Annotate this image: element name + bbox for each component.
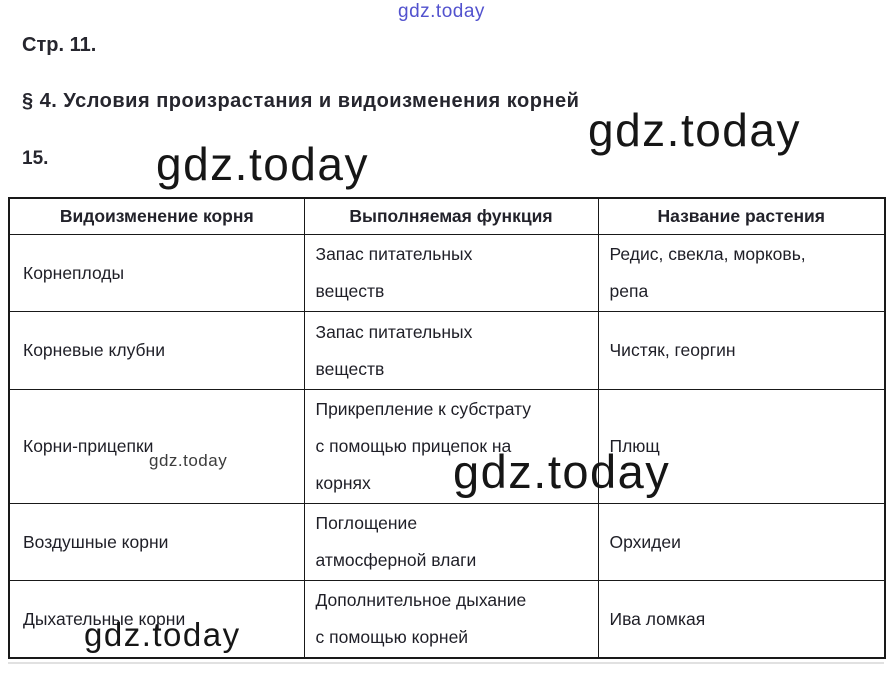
cell-modification: Корнеплоды [23, 262, 125, 283]
table-row: Корни-прицепки Прикрепление к субстрату … [8, 389, 886, 504]
gdz-watermark-large-right: gdz.today [588, 104, 801, 156]
page-number-heading: Стр. 11. [22, 34, 97, 56]
cell-modification: Корневые клубни [23, 340, 165, 360]
cell-plants: Плющ [609, 436, 660, 456]
cell-function: Дополнительное дыхание с помощью корней [315, 590, 527, 647]
cell-plants: Ива ломкая [609, 608, 706, 629]
root-modifications-table: Видоизменение корня Выполняемая функция … [8, 197, 886, 659]
exercise-number: 15. [22, 148, 49, 169]
column-header-function: Выполняемая функция [303, 197, 599, 235]
table-scan-shadow [8, 662, 884, 664]
table-row: Дыхательные корни Дополнительное дыхание… [8, 580, 886, 659]
table-header-row: Видоизменение корня Выполняемая функция … [8, 197, 886, 235]
cell-plants: Чистяк, георгин [609, 340, 736, 360]
table-row: Воздушные корни Поглощение атмосферной в… [8, 503, 886, 581]
cell-modification: Корни-прицепки [23, 436, 154, 456]
gdz-watermark-top: gdz.today [398, 1, 485, 22]
gdz-watermark-large-center: gdz.today [156, 138, 369, 190]
table-row: Корневые клубни Запас питательных вещест… [8, 311, 886, 390]
cell-plants: Орхидеи [609, 531, 681, 552]
cell-function: Поглощение атмосферной влаги [315, 513, 477, 570]
cell-modification: Дыхательные корни [23, 608, 186, 629]
column-header-plant: Название растения [597, 197, 886, 235]
cell-function: Запас питательных веществ [315, 321, 473, 379]
cell-plants: Редис, свекла, морковь, репа [609, 244, 806, 301]
column-header-modification: Видоизменение корня [8, 197, 305, 235]
cell-function: Запас питательных веществ [315, 244, 473, 301]
cell-modification: Воздушные корни [23, 531, 169, 552]
cell-function: Прикрепление к субстрату с помощью прице… [315, 399, 532, 493]
section-title: § 4. Условия произрастания и видоизменен… [22, 90, 580, 112]
table-row: Корнеплоды Запас питательных веществ Ред… [8, 234, 886, 312]
